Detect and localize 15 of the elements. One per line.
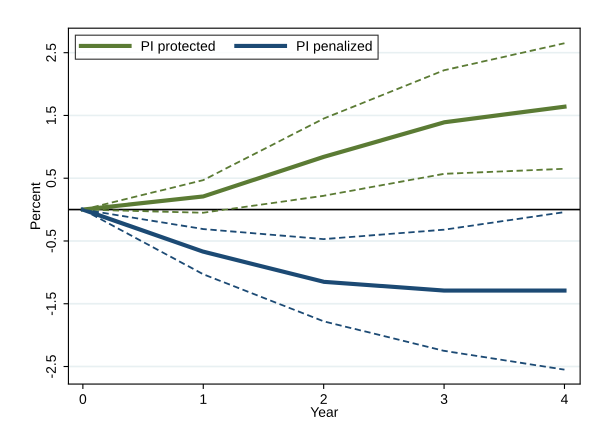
y-tick-label: -2.5 <box>46 355 56 378</box>
x-tick-label: 3 <box>440 394 448 404</box>
x-tick-label: 4 <box>560 394 568 404</box>
y-tick-label: 1.5 <box>46 106 56 124</box>
y-axis-title: Percent <box>30 182 40 229</box>
y-tick-label: -1.5 <box>46 292 56 316</box>
legend-label: PI penalized <box>297 40 372 54</box>
legend-label: PI protected <box>142 40 215 54</box>
x-tick-label: 2 <box>320 394 327 404</box>
x-tick-label: 1 <box>200 394 206 404</box>
y-tick-label: -0.5 <box>46 230 56 252</box>
y-tick-label: 0.5 <box>46 169 56 188</box>
y-tick-label: 2.5 <box>46 44 56 62</box>
x-axis-title: Year <box>310 407 338 417</box>
x-tick-label: 0 <box>80 394 86 404</box>
